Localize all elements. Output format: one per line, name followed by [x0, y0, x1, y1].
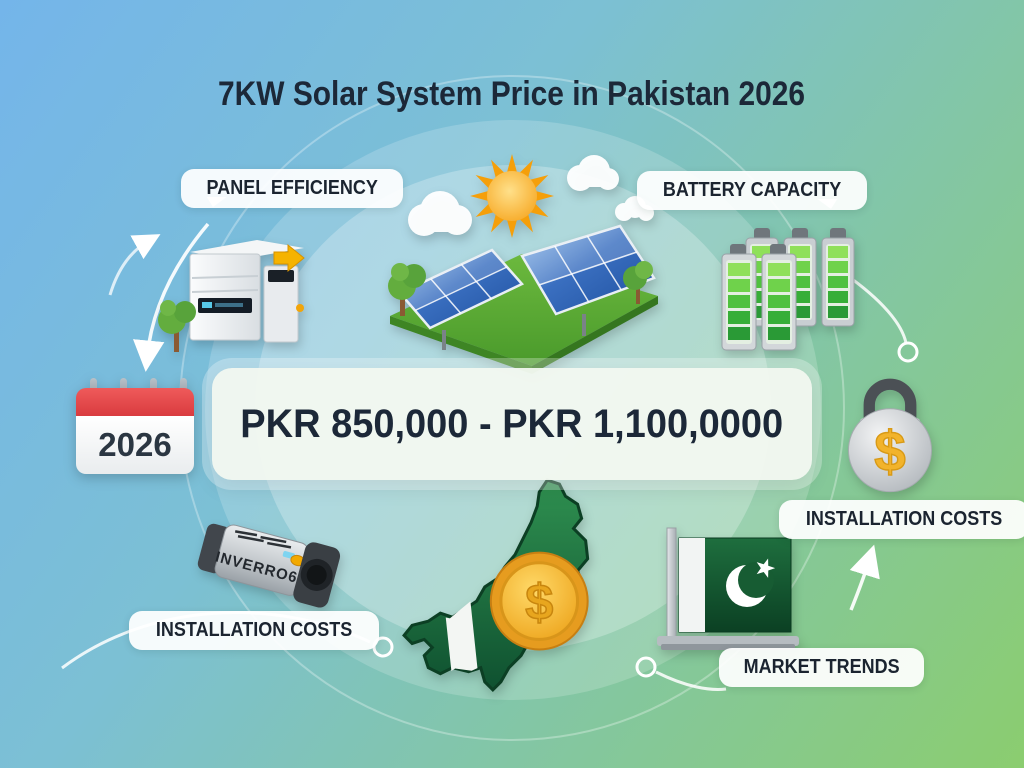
label-installation-costs-left-text: INSTALLATION COSTS [155, 619, 353, 641]
star-icon [756, 558, 776, 578]
dollar-sign: $ [874, 420, 905, 483]
padlock-dollar-icon: $ [848, 378, 932, 493]
flag-base [657, 636, 799, 646]
label-installation-costs-left: INSTALLATION COSTS [129, 611, 380, 650]
label-market-trends: MARKET TRENDS [719, 648, 925, 687]
lock-body [848, 408, 932, 493]
coin-icon: $ [489, 551, 589, 651]
calendar-year: 2026 [76, 416, 194, 474]
solar-panel-array-icon [397, 224, 656, 330]
calendar-header [76, 388, 194, 416]
price-range-text: PKR 850,000 - PKR 1,100,0000 [240, 401, 784, 446]
page-title-text: 7KW Solar System Price in Pakistan 2026 [218, 74, 806, 113]
solar-panels-scene-icon [388, 154, 658, 374]
cloud-icon [408, 155, 654, 236]
unit-side-tower [263, 265, 299, 343]
calendar-icon: 2026 [76, 378, 194, 474]
pakistan-map-icon: $ [402, 478, 590, 696]
label-battery-capacity-text: BATTERY CAPACITY [662, 179, 842, 201]
battery-bank-icon [721, 228, 855, 351]
coin-dollar-sign: $ [525, 573, 553, 630]
price-banner: PKR 850,000 - PKR 1,100,0000 [212, 368, 812, 480]
sun-icon [470, 154, 554, 238]
tree-icon [388, 261, 653, 316]
battery-front-row [721, 244, 797, 351]
flag-cloth [678, 537, 792, 633]
yellow-arrow-icon [273, 243, 305, 273]
unit-front-face [189, 253, 261, 341]
label-market-trends-text: MARKET TRENDS [743, 656, 900, 678]
storage-unit-icon [158, 240, 305, 352]
pakistan-flag-icon [657, 527, 799, 650]
lock-shackle [863, 378, 917, 430]
calendar-year-text: 2026 [98, 426, 172, 463]
flag-pole [666, 527, 677, 643]
page-title: 7KW Solar System Price in Pakistan 2026 [0, 75, 1024, 114]
panel-stands [442, 314, 586, 350]
label-installation-costs-right-text: INSTALLATION COSTS [805, 508, 1003, 530]
label-battery-capacity: BATTERY CAPACITY [637, 171, 868, 210]
label-panel-efficiency-text: PANEL EFFICIENCY [206, 177, 378, 199]
inverter-icon: INVERRO6 [197, 523, 341, 608]
label-installation-costs-right: INSTALLATION COSTS [779, 500, 1024, 539]
label-panel-efficiency: PANEL EFFICIENCY [181, 169, 404, 208]
